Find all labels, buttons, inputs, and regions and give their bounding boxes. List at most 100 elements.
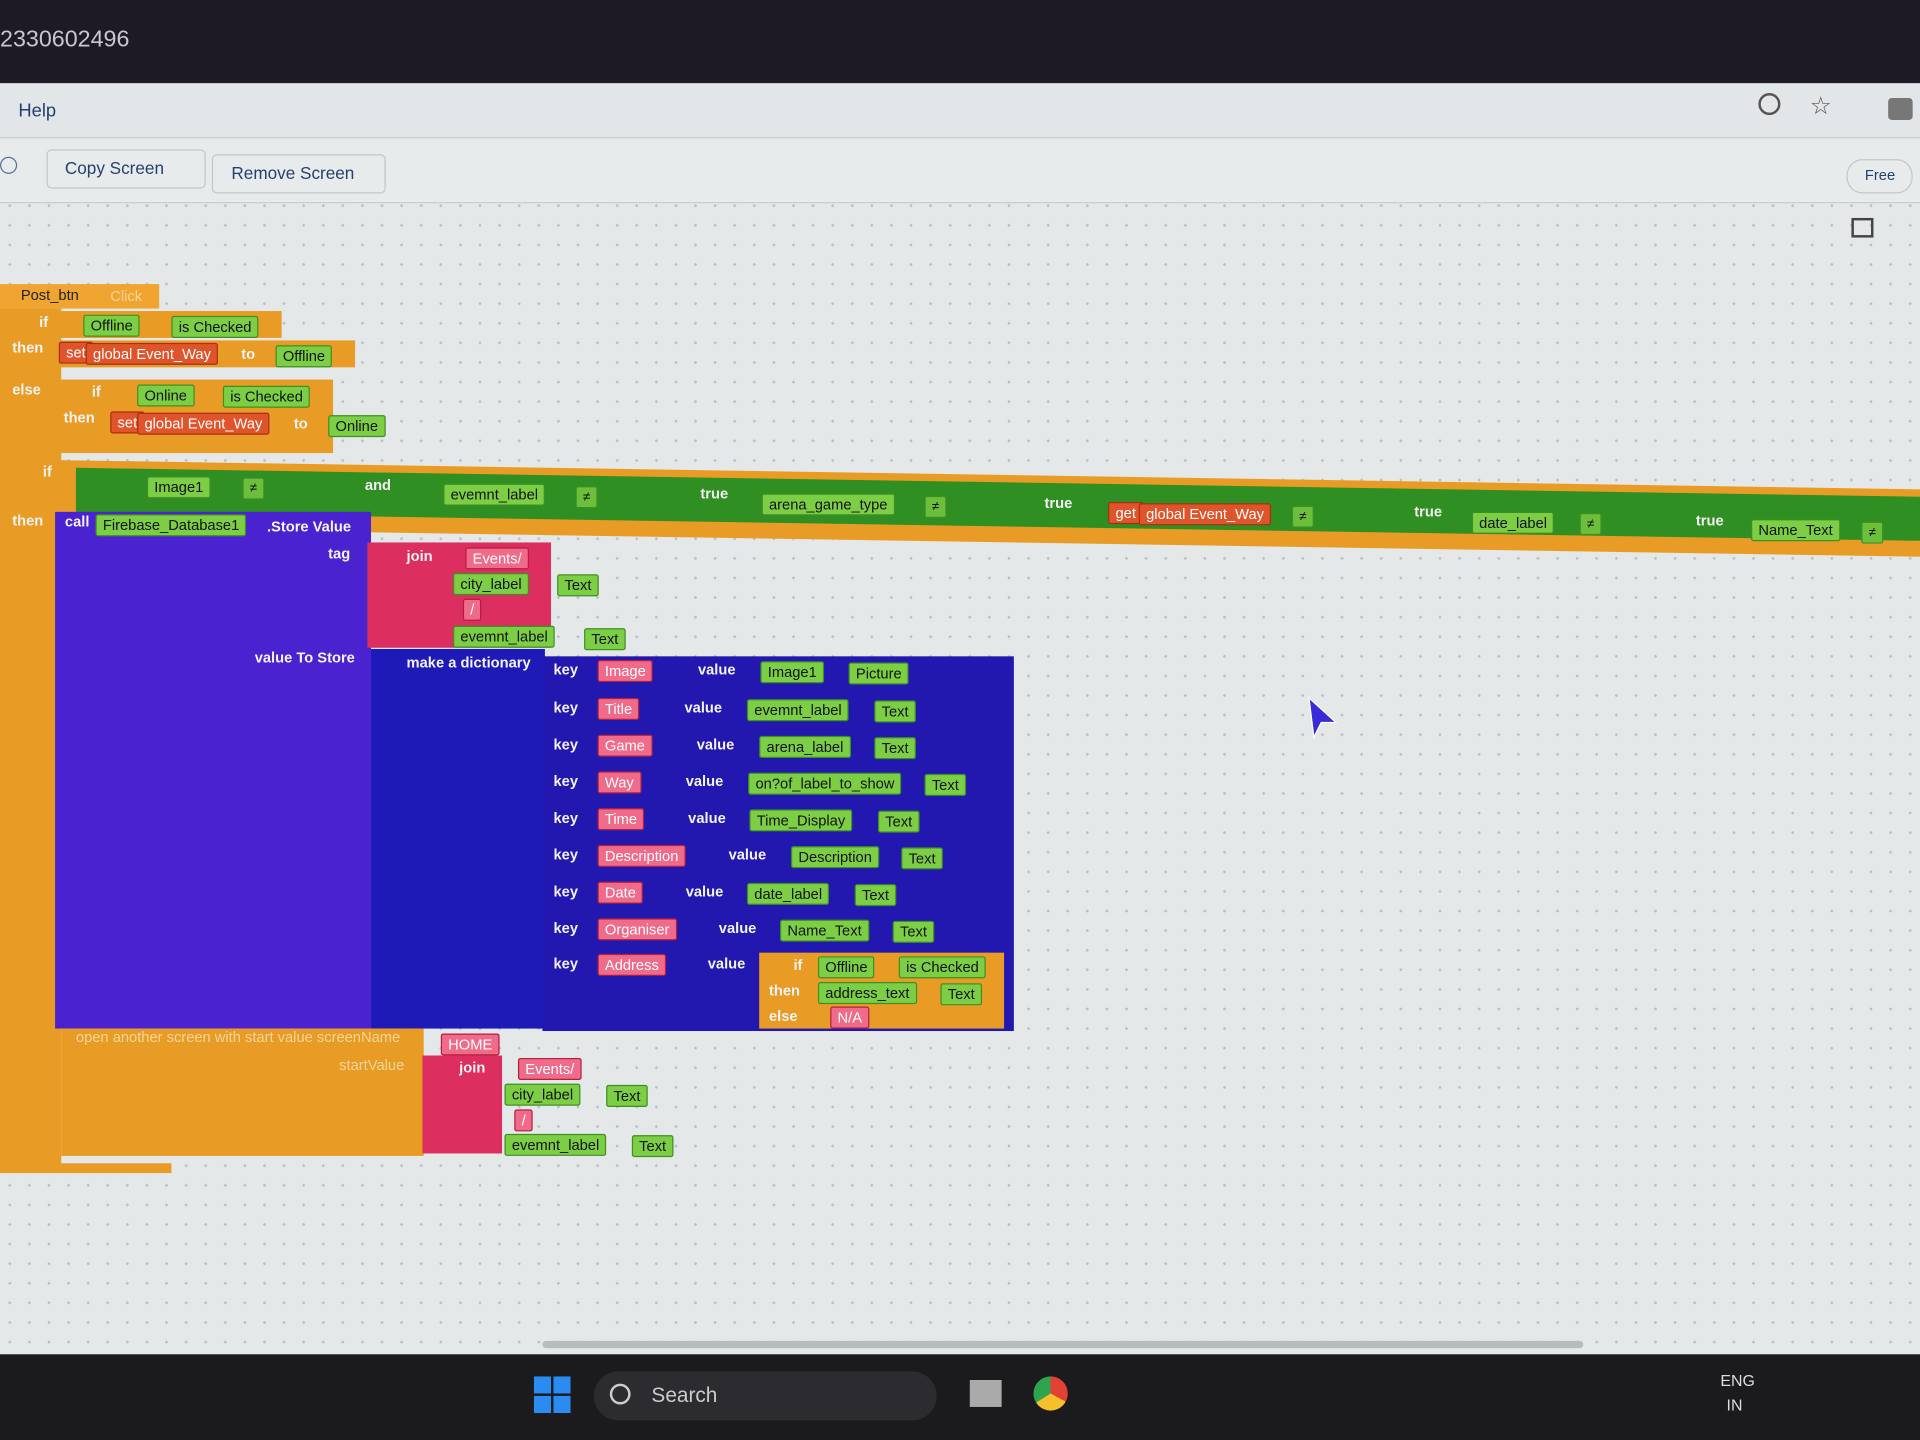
block-keyword: else <box>768 1007 798 1025</box>
block-label: is Checked <box>171 315 259 338</box>
profile-icon[interactable] <box>1888 97 1913 121</box>
menu-help[interactable]: Help <box>18 100 57 122</box>
block-keyword: startValue <box>339 1056 405 1074</box>
value-label: value <box>696 735 735 754</box>
block-label: ≠ <box>1861 521 1884 544</box>
window-id: 2330602496 <box>0 26 130 53</box>
title-bar <box>0 0 1920 84</box>
star-icon[interactable]: ☆ <box>1809 93 1832 121</box>
block-keyword: join <box>406 547 433 565</box>
block-label: N/A <box>830 1006 870 1029</box>
zoom-icon[interactable] <box>1758 93 1781 116</box>
block-keyword: to <box>293 415 308 433</box>
plan-label: Free <box>1864 166 1896 184</box>
language: ENG <box>1720 1371 1755 1390</box>
property-getter: Text <box>874 737 916 760</box>
block-label: Text <box>940 983 983 1006</box>
store-value-block <box>55 511 372 1029</box>
chrome-icon[interactable] <box>1033 1376 1068 1411</box>
block-keyword: then <box>63 408 95 427</box>
key-string: Organiser <box>597 918 677 941</box>
block-keyword: true <box>700 484 729 503</box>
property-getter: Text <box>854 884 897 907</box>
block-label: date_label <box>1471 511 1555 534</box>
value-label: value <box>685 882 724 901</box>
property-getter: Text <box>924 773 967 796</box>
block-label: Post_btn <box>14 285 85 305</box>
block-label: Name_Text <box>1751 519 1841 542</box>
block-keyword: true <box>1695 511 1724 529</box>
block-label: Offline <box>275 345 333 368</box>
dictionary-block <box>371 648 545 1029</box>
value-label: value <box>684 699 723 717</box>
key-label: key <box>553 919 578 937</box>
plan-badge <box>1846 159 1913 194</box>
add-screen-icon[interactable] <box>0 156 18 174</box>
block-keyword: true <box>1414 503 1443 521</box>
value-label: value <box>728 846 767 864</box>
block-keyword: then <box>768 982 801 1000</box>
block-keyword: join <box>459 1059 486 1077</box>
block-keyword: open another screen with start value scr… <box>75 1028 401 1046</box>
mouse-cursor <box>1308 696 1338 740</box>
block-label: Events/ <box>517 1057 582 1081</box>
block-label: address_text <box>817 982 917 1005</box>
workspace-icon[interactable] <box>1851 217 1874 238</box>
block-label: ≠ <box>1579 513 1602 536</box>
value-label: value <box>688 809 726 827</box>
property-getter: Picture <box>848 662 910 685</box>
file-explorer-icon[interactable] <box>969 1380 1002 1407</box>
search-label: Search <box>651 1383 718 1407</box>
key-string: Image <box>597 660 654 683</box>
copy-screen-button[interactable] <box>46 149 206 189</box>
block-keyword: tag <box>328 544 351 563</box>
block-label: ≠ <box>1291 505 1314 528</box>
block-label: Online <box>137 384 195 407</box>
block-label: Events/ <box>465 547 530 570</box>
block-label: Image1 <box>146 476 211 499</box>
block-label: Offline <box>817 956 875 979</box>
property-getter: Text <box>892 920 935 943</box>
component-getter: Time_Display <box>749 809 853 832</box>
block-label: Text <box>557 574 599 597</box>
block-label: global Event_Way <box>137 412 270 435</box>
block-label: city_label <box>504 1083 581 1106</box>
block-label: Firebase_Database1 <box>95 514 247 537</box>
key-label: key <box>553 772 578 790</box>
start-button[interactable] <box>533 1376 571 1414</box>
region: IN <box>1726 1395 1743 1415</box>
block-keyword: call <box>64 513 90 531</box>
event-foot <box>0 1163 172 1174</box>
component-getter: Description <box>791 846 880 869</box>
value-label: value <box>697 661 736 679</box>
component-getter: Image1 <box>760 661 825 684</box>
value-label: value <box>707 955 746 973</box>
block-label: arena_game_type <box>761 493 895 516</box>
block-keyword: then <box>12 511 44 529</box>
key-string: Address <box>597 953 667 976</box>
block-keyword: .Store Value <box>266 517 352 536</box>
block-keyword: value To Store <box>254 648 355 667</box>
remove-screen-button[interactable] <box>211 154 386 194</box>
block-keyword: if <box>42 462 52 481</box>
block-label: is Checked <box>222 385 311 408</box>
search-box[interactable] <box>593 1371 937 1421</box>
scrollbar[interactable] <box>542 1340 1584 1349</box>
block-label: global Event_Way <box>1138 503 1272 526</box>
search-icon <box>609 1383 631 1405</box>
component-getter: Name_Text <box>780 919 870 942</box>
value-label: value <box>685 772 724 790</box>
property-getter: Text <box>874 700 916 723</box>
block-label: Online <box>328 415 386 438</box>
block-label: HOME <box>440 1033 500 1056</box>
menu-bar <box>0 83 1920 139</box>
block-label: Text <box>631 1135 674 1158</box>
block-label: Text <box>584 628 626 651</box>
key-label: key <box>553 955 578 973</box>
remove-screen-label: Remove Screen <box>231 162 355 183</box>
block-keyword: true <box>1044 494 1073 512</box>
property-getter: Text <box>901 847 943 870</box>
block-label: city_label <box>453 573 530 596</box>
